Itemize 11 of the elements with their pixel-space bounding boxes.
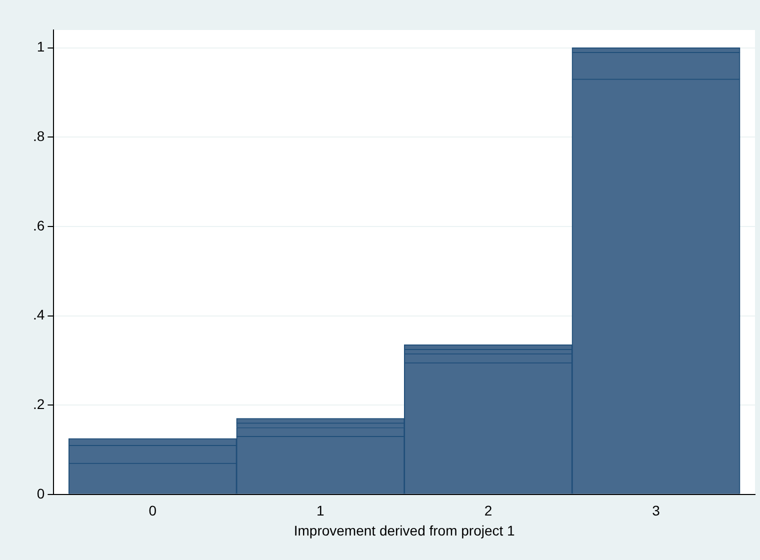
y-tick-label: .6 [32, 217, 45, 234]
x-tick-label: 0 [148, 502, 157, 519]
y-tick-label: .8 [32, 128, 45, 144]
x-tick-label: 1 [316, 502, 325, 519]
x-tick-label: 2 [484, 502, 492, 519]
y-tick-label: 0 [36, 485, 45, 502]
x-tick-label: 3 [652, 502, 660, 519]
x-axis-title: Improvement derived from project 1 [294, 522, 516, 538]
y-tick-label: 1 [36, 38, 45, 55]
y-tick-label: .2 [32, 396, 45, 412]
y-tick-label: .4 [32, 306, 45, 323]
